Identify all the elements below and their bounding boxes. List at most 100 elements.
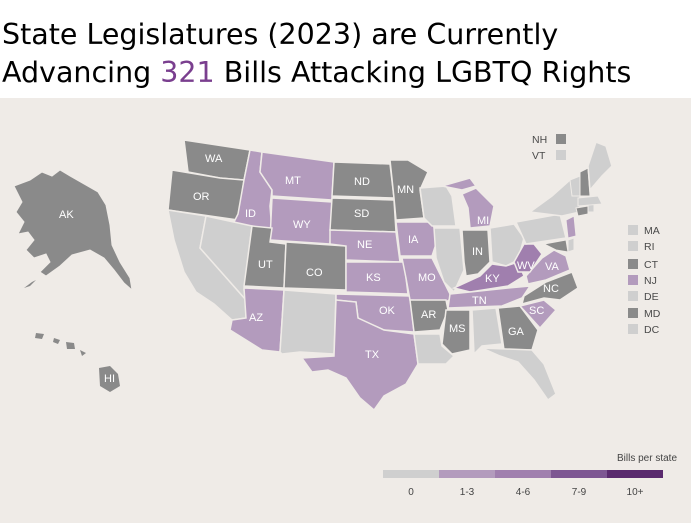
state-tx[interactable] [300, 299, 419, 412]
us-map: WA OR ID MT WY ND SD NE MN IA MI IN UT C… [13, 134, 677, 498]
state-va[interactable] [525, 249, 571, 285]
label-wy: WY [293, 219, 311, 231]
label-sd: SD [354, 208, 369, 220]
label-mo: MO [418, 272, 436, 284]
legend-label-3: 7-9 [572, 487, 587, 498]
map-title: State Legislatures (2023) are Currently … [2, 16, 689, 92]
state-in[interactable] [461, 229, 491, 277]
legend-bins: 0 1-3 4-6 7-9 10+ [383, 470, 663, 498]
label-mt: MT [285, 175, 301, 187]
small-state-swatch-ct[interactable] [628, 259, 638, 269]
label-nd: ND [354, 176, 370, 188]
state-fl[interactable] [481, 347, 557, 402]
state-tn[interactable] [447, 285, 532, 309]
title-line-1: State Legislatures (2023) are Currently [2, 18, 559, 51]
label-ne: NE [357, 239, 372, 251]
state-me[interactable] [587, 141, 613, 192]
small-state-label-dc: DC [644, 324, 660, 336]
small-state-label-md: MD [644, 308, 661, 320]
label-in: IN [472, 246, 483, 258]
small-state-swatch-md[interactable] [628, 308, 638, 318]
label-or: OR [193, 191, 210, 203]
state-ne[interactable] [329, 229, 401, 263]
state-la[interactable] [413, 333, 456, 365]
label-tx: TX [365, 349, 380, 361]
small-state-label-nj: NJ [644, 275, 657, 287]
label-ut: UT [258, 259, 273, 271]
label-va: VA [545, 261, 560, 273]
small-state-label-ri: RI [644, 241, 655, 253]
label-mn: MN [397, 184, 414, 196]
legend-swatch-0 [383, 470, 439, 478]
legend-swatch-2 [495, 470, 551, 478]
label-wv: WV [517, 260, 535, 272]
small-state-swatch-dc[interactable] [628, 324, 638, 334]
state-sc[interactable] [518, 299, 558, 330]
small-state-key: NH VT MA RI CT NJ DE MD DC [532, 134, 661, 336]
state-ak-island [24, 280, 36, 288]
legend-label-2: 4-6 [516, 487, 531, 498]
state-nh[interactable] [579, 167, 591, 197]
legend-swatch-3 [551, 470, 607, 478]
state-nc[interactable] [520, 271, 579, 306]
label-hi: HI [104, 373, 115, 385]
state-ma[interactable] [577, 195, 603, 207]
legend-title: Bills per state [617, 453, 677, 464]
state-al[interactable] [471, 307, 503, 356]
label-wa: WA [205, 153, 223, 165]
state-ct[interactable] [575, 205, 589, 217]
state-mi[interactable] [441, 177, 495, 229]
state-de[interactable] [567, 237, 575, 253]
label-id: ID [245, 208, 256, 220]
state-ga[interactable] [497, 305, 539, 351]
label-ms: MS [449, 323, 466, 335]
legend: Bills per state 0 1-3 4-6 7-9 10+ [383, 453, 677, 498]
legend-label-1: 1-3 [460, 487, 475, 498]
label-ia: IA [408, 234, 419, 246]
small-state-label-ct: CT [644, 259, 659, 271]
small-state-swatch-vt[interactable] [556, 150, 566, 160]
state-md[interactable] [542, 239, 569, 253]
legend-label-0: 0 [408, 487, 414, 498]
small-state-swatch-nj[interactable] [628, 275, 638, 285]
state-pa[interactable] [514, 213, 567, 245]
label-ak: AK [59, 209, 74, 221]
small-state-swatch-ri[interactable] [628, 241, 638, 251]
legend-swatch-4 [607, 470, 663, 478]
legend-swatch-1 [439, 470, 495, 478]
small-state-label-de: DE [644, 291, 659, 303]
title-line-2-prefix: Advancing [2, 56, 161, 89]
label-sc: SC [529, 305, 544, 317]
label-ky: KY [485, 273, 500, 285]
label-az: AZ [249, 312, 263, 324]
bill-count-highlight: 321 [160, 56, 215, 89]
state-hi[interactable] [35, 333, 120, 392]
label-tn: TN [472, 295, 487, 307]
label-ks: KS [366, 272, 381, 284]
small-state-label-vt: VT [532, 150, 546, 162]
small-state-label-nh: NH [532, 134, 547, 146]
state-wi[interactable] [419, 185, 457, 227]
state-nm[interactable] [279, 289, 337, 355]
label-ok: OK [379, 305, 396, 317]
state-ak[interactable] [13, 169, 133, 292]
state-ms[interactable] [441, 309, 471, 355]
state-ks[interactable] [345, 261, 409, 295]
state-co[interactable] [283, 241, 347, 291]
state-nj[interactable] [565, 215, 577, 239]
map-panel: WA OR ID MT WY ND SD NE MN IA MI IN UT C… [0, 98, 691, 523]
small-state-label-ma: MA [644, 225, 660, 237]
state-vt[interactable] [569, 175, 581, 197]
state-ar[interactable] [409, 299, 449, 333]
label-ar: AR [421, 309, 436, 321]
small-state-swatch-ma[interactable] [628, 225, 638, 235]
label-mi: MI [477, 215, 489, 227]
title-line-2-suffix: Bills Attacking LGBTQ Rights [214, 56, 632, 89]
state-wv[interactable] [513, 243, 543, 273]
title-line-2: Advancing 321 Bills Attacking LGBTQ Righ… [2, 54, 689, 92]
state-il[interactable] [433, 227, 465, 294]
label-co: CO [306, 267, 323, 279]
label-nc: NC [543, 283, 559, 295]
small-state-swatch-nh[interactable] [556, 134, 566, 144]
small-state-swatch-de[interactable] [628, 291, 638, 301]
